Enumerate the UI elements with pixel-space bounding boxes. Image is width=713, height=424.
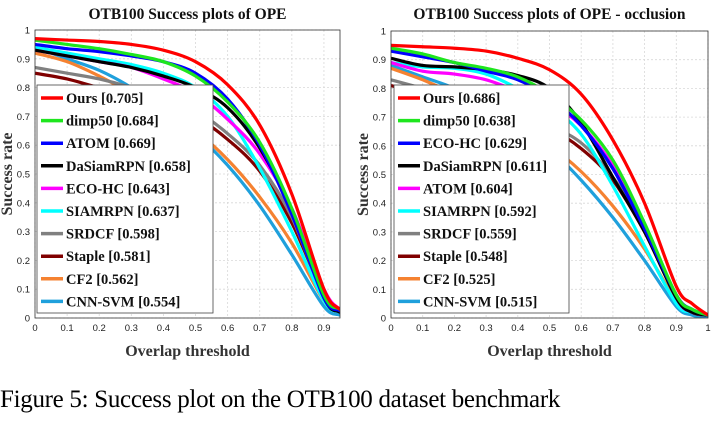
x-tick-label: 0.2 bbox=[448, 323, 461, 334]
y-axis-label: Success rate bbox=[355, 133, 372, 216]
x-tick-label: 0.6 bbox=[221, 323, 234, 334]
y-tick-label: 0.8 bbox=[373, 84, 386, 95]
legend-label: dimp50 [0.638] bbox=[423, 114, 516, 130]
y-tick-label: 0.6 bbox=[17, 141, 30, 152]
legend-label: Staple [0.548] bbox=[423, 249, 508, 265]
x-tick-label: 0.2 bbox=[93, 323, 106, 334]
x-tick-label: 0.1 bbox=[416, 323, 429, 334]
chart-1: 0 0.1 0.2 0.3 0.4 0.5 0.6 0.7 0.8 0.9 1 0 0.1 0.2 0.3 0… bbox=[355, 6, 711, 360]
legend-label: SIAMRPN [0.637] bbox=[66, 204, 180, 220]
legend-label: ATOM [0.669] bbox=[66, 136, 156, 152]
x-tick-label: 0.5 bbox=[189, 323, 202, 334]
legend-label: SRDCF [0.598] bbox=[66, 227, 160, 243]
y-tick-label: 0.9 bbox=[17, 54, 30, 65]
y-tick-label: 0.2 bbox=[17, 256, 30, 267]
legend: Ours [0.705] dimp50 [0.684] ATOM [0.669] Da… bbox=[36, 84, 214, 314]
x-tick-label: 1 bbox=[705, 323, 710, 334]
series-line-1 bbox=[35, 38, 340, 312]
axes-frame bbox=[34, 29, 341, 319]
x-tick-label: 0.6 bbox=[575, 323, 588, 334]
legend-box bbox=[36, 84, 214, 314]
figure-caption: Figure 5: Success plot on the OTB100 dat… bbox=[0, 386, 561, 413]
x-tick-label: 0 bbox=[32, 323, 37, 334]
legend-box bbox=[393, 84, 570, 314]
y-tick-label: 0.3 bbox=[17, 227, 30, 238]
y-tick-label: 0.5 bbox=[373, 170, 386, 181]
series-line-0 bbox=[35, 37, 340, 312]
y-tick-label: 0.6 bbox=[373, 141, 386, 152]
y-tick-label: 0.1 bbox=[17, 285, 30, 296]
x-tick-label: 0.4 bbox=[157, 323, 170, 334]
x-axis-label: Overlap threshold bbox=[125, 343, 250, 360]
chart-0: 0 0.1 0.2 0.3 0.4 0.5 0.6 0.7 0.8 0.9 0 0.1 0.2 0.3 0.… bbox=[0, 6, 341, 360]
y-tick-label: 0.4 bbox=[17, 198, 30, 209]
x-tick-label: 0.3 bbox=[479, 323, 492, 334]
y-tick-label: 1 bbox=[381, 27, 386, 38]
x-tick-label: 0.7 bbox=[606, 323, 619, 334]
y-tick-label: 0.4 bbox=[373, 199, 386, 210]
legend-label: Ours [0.686] bbox=[423, 91, 500, 107]
x-tick-label: 0 bbox=[388, 323, 393, 334]
legend-label: DaSiamRPN [0.658] bbox=[66, 159, 191, 175]
chart-title: OTB100 Success plots of OPE bbox=[88, 6, 286, 23]
legend-label: dimp50 [0.684] bbox=[66, 114, 159, 130]
legend-label: Ours [0.705] bbox=[66, 91, 143, 107]
legend-label: ECO-HC [0.643] bbox=[66, 181, 170, 197]
chart-title: OTB100 Success plots of OPE - occlusion bbox=[413, 6, 686, 23]
axes-frame bbox=[390, 30, 709, 319]
legend-label: CF2 [0.562] bbox=[66, 272, 139, 288]
x-tick-label: 0.9 bbox=[670, 323, 683, 334]
x-axis-label: Overlap threshold bbox=[487, 343, 612, 360]
y-tick-label: 0.5 bbox=[17, 170, 30, 181]
y-tick-label: 0.2 bbox=[373, 256, 386, 267]
y-tick-label: 0.1 bbox=[373, 285, 386, 296]
legend-label: DaSiamRPN [0.611] bbox=[423, 159, 547, 175]
x-tick-label: 0.7 bbox=[253, 323, 266, 334]
y-tick-label: 0.7 bbox=[17, 112, 30, 123]
x-tick-label: 0.4 bbox=[511, 323, 524, 334]
y-tick-label: 0.9 bbox=[373, 55, 386, 66]
legend-label: ECO-HC [0.629] bbox=[423, 136, 527, 152]
legend-label: CF2 [0.525] bbox=[423, 272, 496, 288]
legend-label: Staple [0.581] bbox=[66, 249, 151, 265]
legend-label: ATOM [0.604] bbox=[423, 181, 513, 197]
x-tick-label: 0.8 bbox=[638, 323, 651, 334]
x-tick-label: 0.3 bbox=[125, 323, 138, 334]
x-tick-label: 0.8 bbox=[285, 323, 298, 334]
legend-label: CNN-SVM [0.554] bbox=[66, 294, 180, 310]
x-tick-label: 0.9 bbox=[317, 323, 330, 334]
y-axis-label: Success rate bbox=[0, 132, 16, 215]
y-tick-label: 1 bbox=[25, 26, 30, 37]
y-tick-label: 0 bbox=[25, 314, 30, 325]
legend: Ours [0.686] dimp50 [0.638] ECO-HC [0.629]… bbox=[393, 84, 570, 314]
series-line-0 bbox=[391, 43, 708, 317]
legend-label: SIAMRPN [0.592] bbox=[423, 204, 537, 220]
x-tick-label: 0.5 bbox=[543, 323, 556, 334]
y-tick-label: 0.3 bbox=[373, 227, 386, 238]
legend-label: SRDCF [0.559] bbox=[423, 227, 517, 243]
y-tick-label: 0.7 bbox=[373, 113, 386, 124]
legend-label: CNN-SVM [0.515] bbox=[423, 294, 537, 310]
y-tick-label: 0.8 bbox=[17, 83, 30, 94]
y-tick-label: 0 bbox=[381, 314, 386, 325]
x-tick-label: 0.1 bbox=[60, 323, 73, 334]
series-group bbox=[35, 37, 340, 317]
